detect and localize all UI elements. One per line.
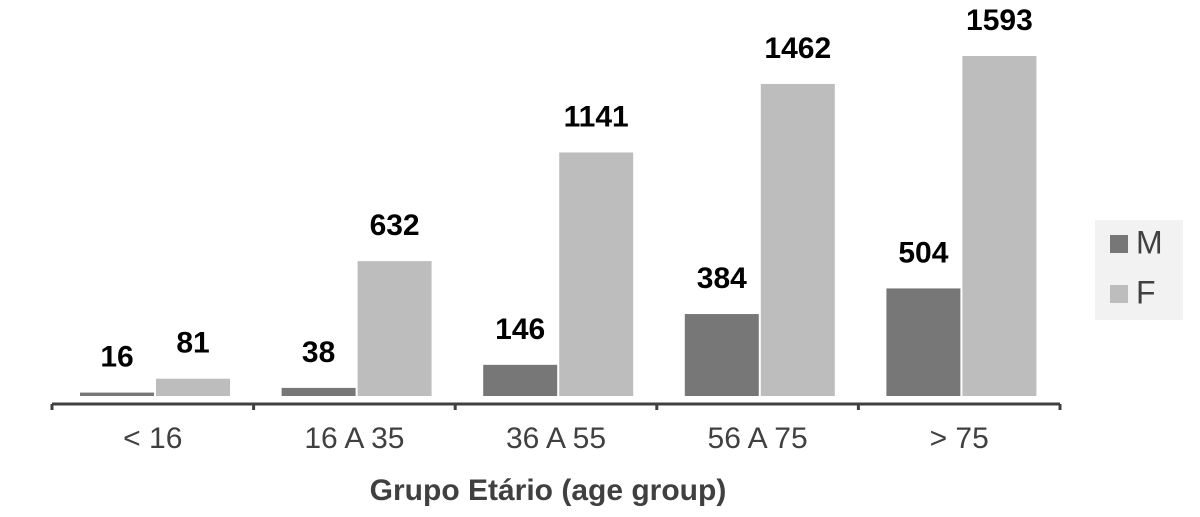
value-label: 504: [898, 236, 948, 269]
bar: [684, 314, 759, 396]
value-label: 632: [370, 209, 420, 242]
value-label: 1141: [564, 100, 629, 133]
bar: [559, 152, 634, 396]
value-label: 1462: [764, 32, 831, 65]
bar: [962, 56, 1037, 396]
bar: [357, 261, 432, 396]
x-tick-label: 36 A 55: [506, 422, 606, 455]
bar: [483, 364, 558, 396]
x-tick-label: 16 A 35: [304, 422, 404, 455]
value-label: 16: [100, 341, 133, 374]
legend-label: F: [1136, 274, 1156, 310]
x-tick-label: > 75: [930, 422, 989, 455]
legend-swatch: [1110, 285, 1128, 303]
value-label: 81: [176, 327, 209, 360]
legend-box: [1095, 220, 1183, 320]
x-axis-label: Grupo Etário (age group): [370, 474, 727, 507]
x-tick-label: < 16: [123, 422, 182, 455]
legend-swatch: [1110, 235, 1128, 253]
value-label: 384: [697, 262, 747, 295]
bar: [281, 387, 356, 396]
legend-label: M: [1136, 224, 1163, 260]
bar: [886, 288, 961, 396]
x-tick-label: 56 A 75: [708, 422, 808, 455]
value-label: 38: [302, 336, 335, 369]
bar: [760, 83, 835, 396]
value-label: 146: [495, 313, 545, 346]
bar: [156, 378, 230, 396]
bar: [80, 392, 154, 396]
value-label: 1593: [966, 4, 1033, 37]
